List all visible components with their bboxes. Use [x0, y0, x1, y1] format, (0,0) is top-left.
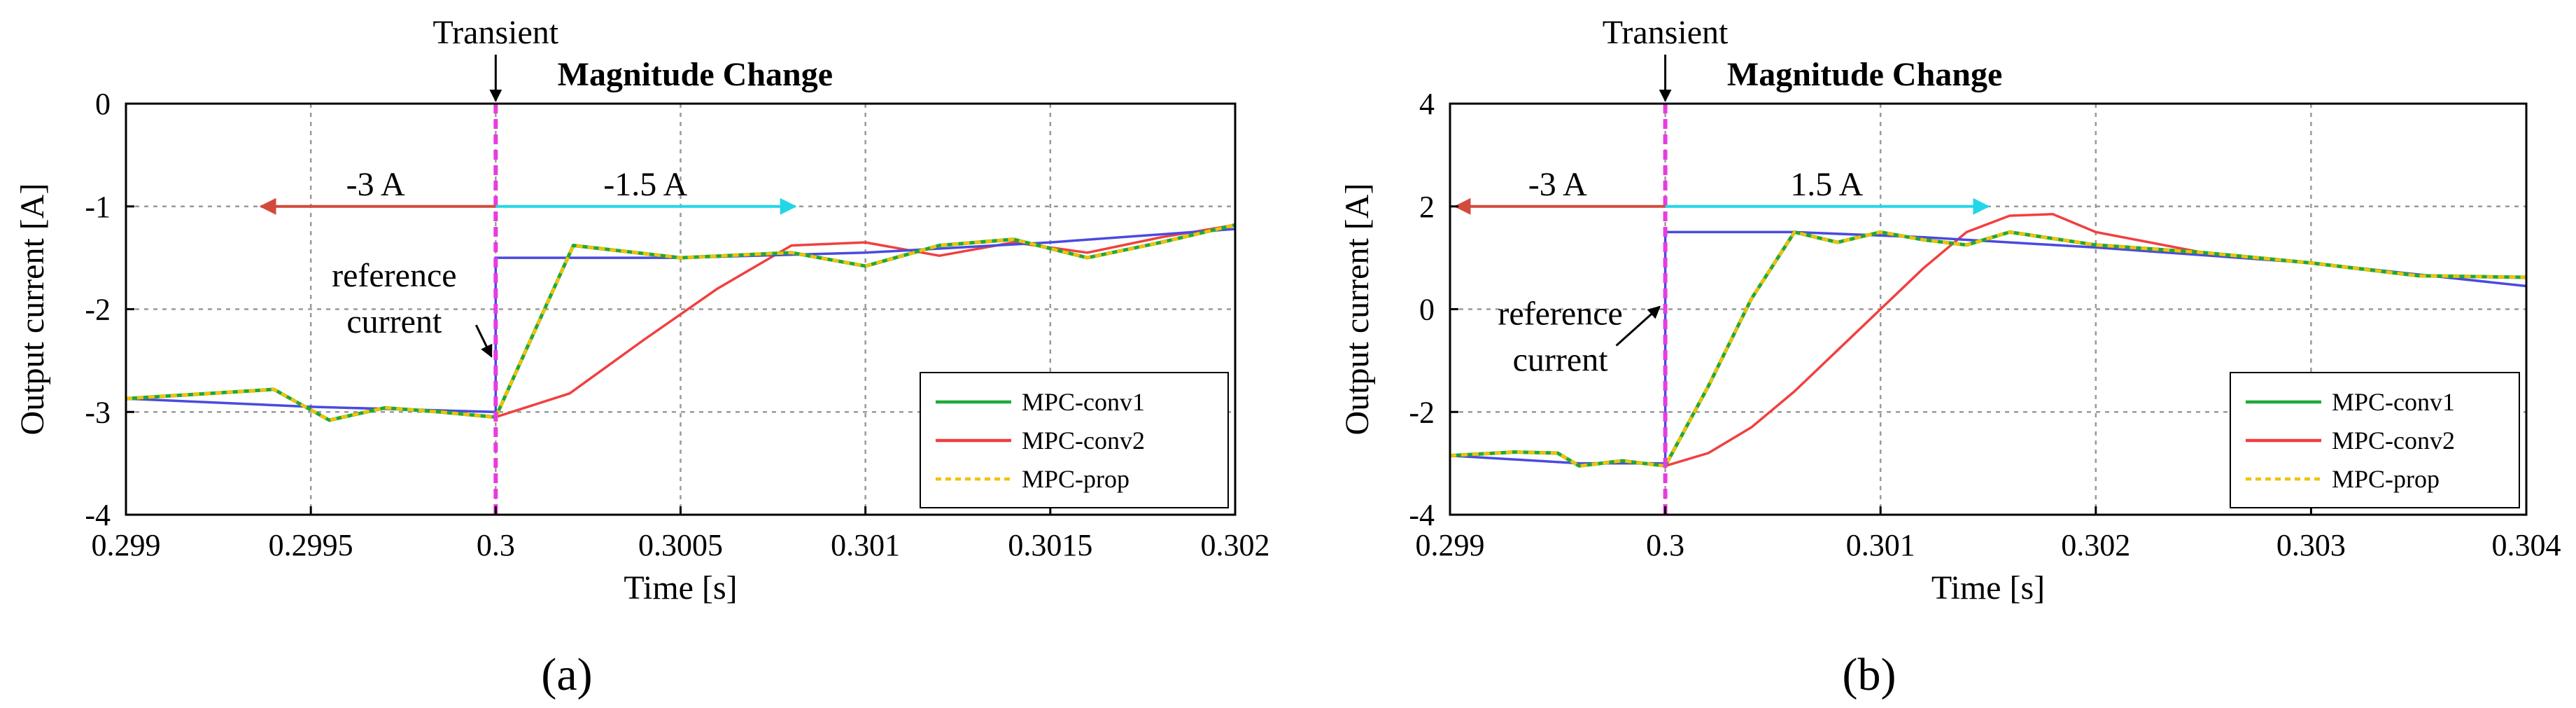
x-tick-label: 0.301: [831, 528, 900, 562]
y-tick-label: -2: [85, 293, 111, 327]
chart-title: Magnitude Change: [1727, 56, 2002, 93]
legend: MPC-conv1 MPC-conv2 MPC-prop: [920, 372, 1229, 508]
x-tick-label: 0.3: [477, 528, 515, 562]
x-tick-label: 0.302: [1201, 528, 1270, 562]
reference-pointer-arrow: [1615, 305, 1661, 347]
chart-panel-b: -3 A 1.5 A reference current Transient Magnit…: [1339, 14, 2561, 700]
before-label: -3 A: [346, 166, 405, 203]
y-axis-label: Output current [A]: [1339, 183, 1376, 436]
y-tick-label: -3: [85, 395, 111, 429]
x-tick-label: 0.302: [2061, 528, 2130, 562]
ticks: 0.299 0.3 0.301 0.302 0.303 0.304 -4 -2 0 2 4: [1409, 87, 2561, 562]
y-tick-label: -4: [1409, 498, 1435, 532]
x-axis-label: Time [s]: [624, 569, 737, 606]
transient-label: Transient: [1603, 14, 1729, 51]
legend-entry-mpc-prop: MPC-prop: [2332, 465, 2440, 493]
y-axis-label: Output current [A]: [14, 183, 51, 436]
legend-entry-mpc-conv1: MPC-conv1: [1022, 388, 1145, 416]
panel-caption: (a): [541, 649, 592, 700]
reference-label-line1: reference: [332, 257, 456, 294]
x-tick-label: 0.299: [1416, 528, 1485, 562]
ticks: 0.299 0.2995 0.3 0.3005 0.301 0.3015 0.302 -4 -3…: [85, 87, 1269, 562]
after-label: 1.5 A: [1790, 166, 1863, 203]
chart-title: Magnitude Change: [558, 56, 833, 93]
legend-entry-mpc-conv1: MPC-conv1: [2332, 388, 2455, 416]
after-label: -1.5 A: [603, 166, 687, 203]
x-tick-label: 0.3: [1646, 528, 1684, 562]
legend: MPC-conv1 MPC-conv2 MPC-prop: [2230, 372, 2520, 508]
series-lines: [1449, 213, 2527, 468]
x-tick-label: 0.299: [92, 528, 161, 562]
reference-label-line2: current: [1513, 342, 1609, 379]
panel-caption: (b): [1843, 649, 1896, 700]
y-tick-label: 4: [1419, 87, 1435, 121]
x-tick-label: 0.3005: [638, 528, 723, 562]
reference-label-line1: reference: [1498, 296, 1622, 333]
y-tick-label: 0: [1419, 293, 1435, 327]
y-tick-label: 2: [1419, 190, 1435, 224]
reference-label-line2: current: [346, 303, 442, 340]
series-lines: [125, 223, 1236, 422]
series-line-mpc-prop: [125, 223, 1236, 422]
y-tick-label: -2: [1409, 395, 1435, 429]
before-label: -3 A: [1528, 166, 1587, 203]
x-tick-label: 0.303: [2276, 528, 2346, 562]
y-tick-label: -4: [85, 498, 111, 532]
reference-pointer-arrow: [474, 324, 493, 358]
x-tick-label: 0.2995: [269, 528, 353, 562]
series-line-mpc-prop: [1449, 230, 2527, 468]
x-axis-label: Time [s]: [1931, 569, 2045, 606]
x-tick-label: 0.301: [1846, 528, 1915, 562]
legend-entry-mpc-prop: MPC-prop: [1022, 465, 1129, 493]
transient-label: Transient: [433, 14, 559, 51]
x-tick-label: 0.304: [2492, 528, 2561, 562]
reference-current-line: [125, 228, 1236, 414]
legend-entry-mpc-conv2: MPC-conv2: [2332, 426, 2455, 454]
x-tick-label: 0.3015: [1008, 528, 1092, 562]
y-tick-label: -1: [85, 190, 111, 224]
chart-panel-a: -3 A -1.5 A reference current Transient Magni…: [14, 14, 1270, 700]
legend-entry-mpc-conv2: MPC-conv2: [1022, 426, 1145, 454]
y-tick-label: 0: [95, 87, 111, 121]
